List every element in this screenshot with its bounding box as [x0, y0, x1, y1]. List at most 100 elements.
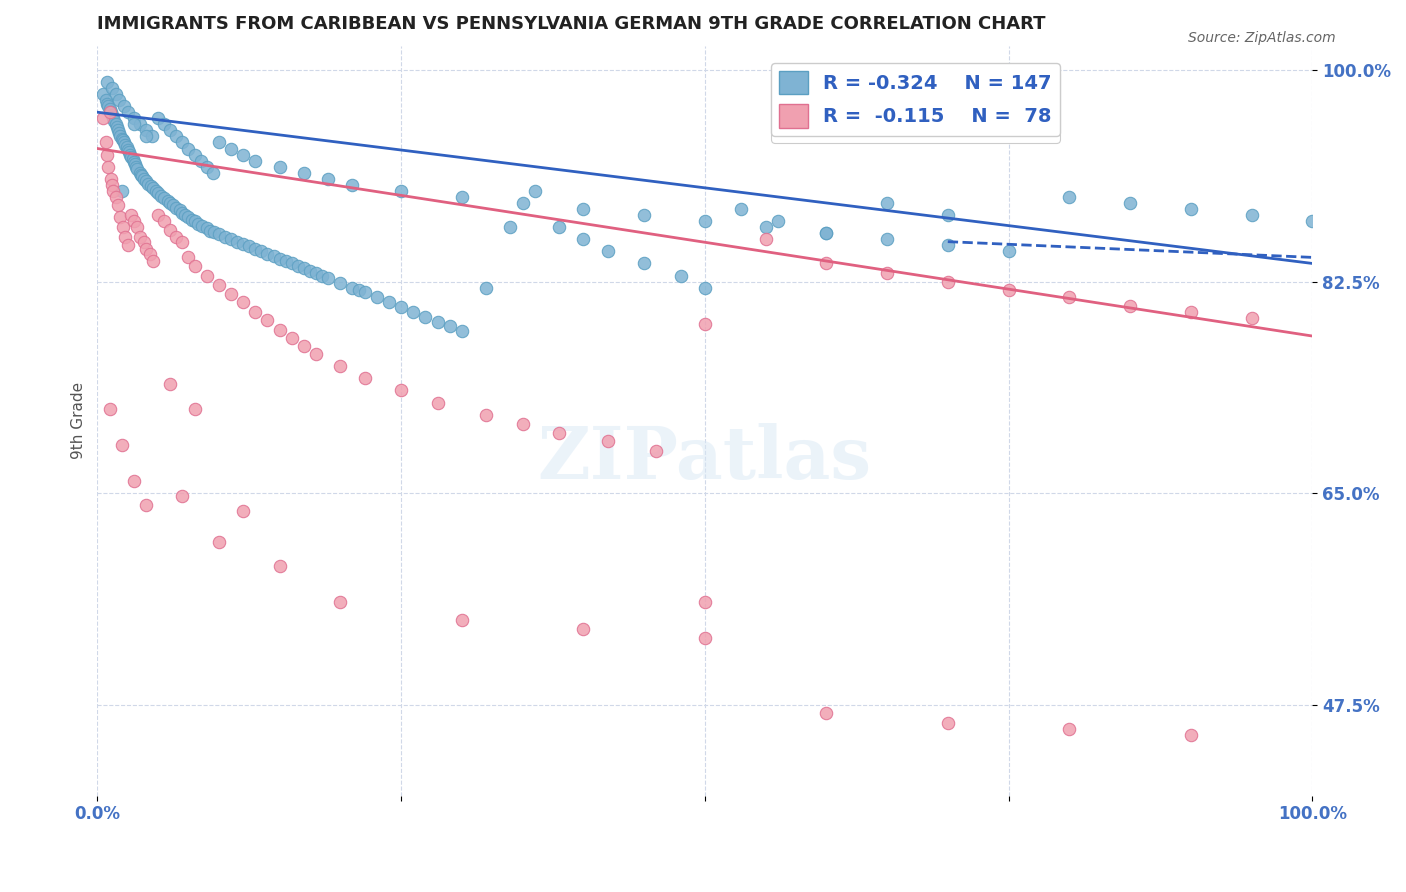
- Point: [274, 254, 297, 268]
- Point: [108, 126, 131, 140]
- Point: [122, 112, 145, 126]
- Point: [347, 283, 370, 297]
- Point: [402, 305, 425, 319]
- Legend: R = -0.324    N = 147, R =  -0.115    N =  78: R = -0.324 N = 147, R = -0.115 N = 78: [770, 63, 1060, 136]
- Point: [120, 147, 142, 161]
- Point: [1059, 190, 1081, 204]
- Point: [693, 595, 716, 609]
- Point: [159, 196, 181, 211]
- Point: [280, 331, 302, 345]
- Point: [124, 157, 146, 171]
- Point: [96, 75, 118, 89]
- Point: [238, 239, 260, 253]
- Point: [107, 198, 129, 212]
- Point: [1240, 310, 1263, 325]
- Point: [1119, 196, 1142, 211]
- Point: [329, 359, 352, 374]
- Point: [145, 184, 167, 198]
- Point: [117, 143, 139, 157]
- Point: [316, 171, 339, 186]
- Point: [693, 214, 716, 228]
- Point: [128, 229, 150, 244]
- Point: [378, 295, 401, 310]
- Point: [98, 401, 121, 416]
- Point: [177, 251, 200, 265]
- Point: [475, 280, 498, 294]
- Point: [269, 252, 291, 266]
- Point: [159, 222, 181, 236]
- Point: [208, 136, 231, 150]
- Point: [122, 474, 145, 488]
- Point: [135, 123, 157, 137]
- Point: [159, 123, 181, 137]
- Point: [159, 377, 181, 392]
- Point: [316, 271, 339, 285]
- Point: [256, 246, 278, 260]
- Point: [138, 177, 160, 191]
- Point: [305, 347, 328, 361]
- Point: [548, 220, 571, 235]
- Point: [572, 622, 595, 636]
- Point: [426, 314, 449, 328]
- Point: [389, 384, 412, 398]
- Point: [135, 129, 157, 144]
- Point: [287, 259, 309, 273]
- Point: [94, 93, 117, 107]
- Point: [450, 613, 472, 627]
- Point: [195, 160, 218, 174]
- Point: [165, 201, 187, 215]
- Point: [153, 191, 176, 205]
- Point: [305, 266, 328, 280]
- Point: [815, 226, 838, 240]
- Point: [165, 229, 187, 244]
- Point: [142, 254, 165, 268]
- Point: [232, 237, 254, 252]
- Point: [219, 232, 242, 246]
- Point: [172, 136, 194, 150]
- Point: [353, 285, 375, 300]
- Point: [183, 401, 205, 416]
- Point: [132, 171, 155, 186]
- Point: [142, 181, 165, 195]
- Point: [426, 395, 449, 409]
- Point: [936, 238, 959, 252]
- Point: [110, 211, 132, 225]
- Point: [111, 132, 134, 146]
- Point: [122, 154, 145, 169]
- Text: ZIPatlas: ZIPatlas: [537, 423, 872, 493]
- Point: [162, 198, 184, 212]
- Point: [121, 153, 143, 167]
- Point: [298, 263, 321, 277]
- Point: [191, 219, 214, 233]
- Point: [669, 268, 692, 283]
- Point: [523, 184, 546, 198]
- Point: [96, 96, 118, 111]
- Point: [226, 235, 249, 249]
- Point: [389, 300, 412, 314]
- Point: [110, 129, 132, 144]
- Point: [245, 305, 267, 319]
- Point: [98, 102, 121, 116]
- Point: [195, 221, 218, 235]
- Point: [195, 268, 218, 283]
- Point: [111, 438, 134, 452]
- Point: [245, 153, 267, 168]
- Point: [439, 319, 461, 334]
- Point: [499, 220, 522, 235]
- Point: [172, 489, 194, 503]
- Point: [146, 112, 169, 126]
- Point: [104, 117, 127, 131]
- Point: [596, 244, 619, 259]
- Point: [269, 558, 291, 573]
- Point: [112, 99, 135, 113]
- Point: [94, 136, 117, 150]
- Point: [177, 211, 200, 225]
- Point: [153, 214, 176, 228]
- Point: [475, 408, 498, 422]
- Point: [1180, 305, 1202, 319]
- Point: [936, 208, 959, 222]
- Point: [125, 160, 148, 174]
- Point: [1119, 299, 1142, 313]
- Point: [645, 444, 668, 458]
- Point: [98, 105, 121, 120]
